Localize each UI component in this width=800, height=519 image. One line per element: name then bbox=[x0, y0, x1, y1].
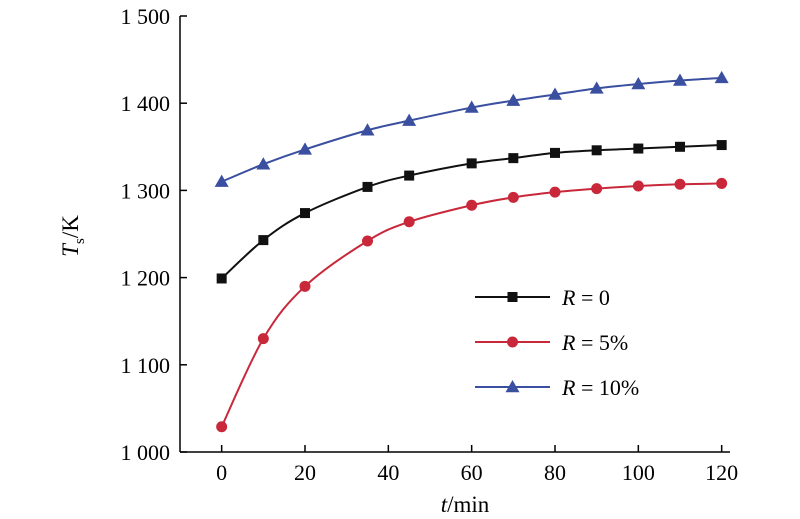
data-point bbox=[674, 178, 686, 190]
data-point bbox=[360, 123, 375, 136]
y-tick-label: 1 300 bbox=[121, 178, 171, 203]
x-axis-label: t/min bbox=[441, 492, 490, 517]
legend-label-var: R bbox=[561, 375, 576, 400]
axis-labels: t/min Ts/K bbox=[58, 215, 490, 517]
legend-label-var: R bbox=[561, 285, 576, 310]
y-axis-label-sub: s bbox=[72, 238, 88, 244]
data-point bbox=[716, 140, 727, 151]
axes: 1 000 1 100 1 200 1 300 1 400 1 500 0 20 40 60 80 1… bbox=[121, 4, 739, 485]
series-0 bbox=[216, 140, 727, 284]
legend: R = 0R = 5%R = 10% bbox=[475, 285, 639, 400]
series-2 bbox=[214, 70, 729, 187]
data-point bbox=[673, 73, 687, 86]
x-tick-label: 80 bbox=[544, 460, 566, 485]
data-point bbox=[675, 141, 685, 152]
data-point bbox=[256, 157, 271, 170]
data-point bbox=[362, 181, 373, 192]
x-tick-label: 120 bbox=[705, 460, 738, 485]
y-tick-label: 1 000 bbox=[121, 440, 171, 465]
data-point bbox=[258, 235, 269, 246]
legend-label-value: = 5% bbox=[575, 330, 628, 355]
data-point bbox=[214, 174, 229, 187]
data-point bbox=[589, 81, 604, 94]
data-point bbox=[402, 113, 417, 126]
x-tick-label: 40 bbox=[377, 460, 399, 485]
data-point bbox=[508, 153, 519, 164]
y-axis-label-unit: /K bbox=[58, 215, 83, 238]
legend-marker bbox=[507, 292, 518, 302]
data-point bbox=[466, 158, 477, 169]
data-point bbox=[362, 235, 373, 247]
data-point bbox=[631, 77, 646, 90]
data-point bbox=[548, 87, 562, 100]
data-point bbox=[591, 145, 602, 156]
data-point bbox=[506, 93, 521, 106]
y-axis-label-var: T bbox=[58, 242, 83, 257]
data-point bbox=[216, 421, 228, 433]
series-line bbox=[220, 182, 722, 428]
data-point bbox=[299, 280, 311, 292]
legend-entry-1: R = 5% bbox=[475, 330, 628, 355]
legend-entry-2: R = 10% bbox=[475, 375, 639, 400]
x-axis-label-unit: /min bbox=[447, 492, 490, 517]
y-tick-label: 1 500 bbox=[121, 4, 171, 29]
legend-label: R = 0 bbox=[561, 285, 610, 310]
x-tick-label: 20 bbox=[294, 460, 316, 485]
data-point bbox=[550, 147, 560, 158]
data-point bbox=[716, 177, 728, 189]
x-axis-label-var: t bbox=[441, 492, 448, 517]
legend-label-value: = 10% bbox=[575, 375, 639, 400]
data-point bbox=[632, 180, 644, 192]
series-1 bbox=[216, 177, 728, 433]
legend-label: R = 10% bbox=[561, 375, 639, 400]
data-point bbox=[633, 143, 644, 154]
data-point bbox=[404, 170, 415, 181]
data-point bbox=[403, 216, 415, 228]
legend-entry-0: R = 0 bbox=[475, 285, 610, 310]
data-point bbox=[298, 142, 312, 155]
data-point bbox=[507, 191, 519, 203]
data-point bbox=[216, 273, 227, 284]
x-tick-label: 0 bbox=[216, 460, 227, 485]
legend-label: R = 5% bbox=[561, 330, 628, 355]
data-point bbox=[549, 186, 561, 198]
y-tick-label: 1 200 bbox=[121, 266, 171, 291]
legend-marker bbox=[507, 336, 518, 348]
legend-marker bbox=[505, 380, 520, 393]
series-layer bbox=[214, 70, 729, 433]
data-point bbox=[300, 208, 310, 219]
legend-label-var: R bbox=[561, 330, 576, 355]
y-tick-label: 1 100 bbox=[121, 353, 171, 378]
data-point bbox=[257, 333, 269, 345]
y-axis-label: Ts/K bbox=[58, 215, 88, 257]
data-point bbox=[714, 70, 729, 84]
x-tick-label: 60 bbox=[461, 460, 483, 485]
data-point bbox=[464, 100, 479, 113]
y-tick-label: 1 400 bbox=[121, 91, 171, 116]
data-point bbox=[591, 183, 603, 195]
legend-label-value: = 0 bbox=[575, 285, 609, 310]
x-tick-label: 100 bbox=[622, 460, 655, 485]
data-point bbox=[466, 199, 478, 211]
